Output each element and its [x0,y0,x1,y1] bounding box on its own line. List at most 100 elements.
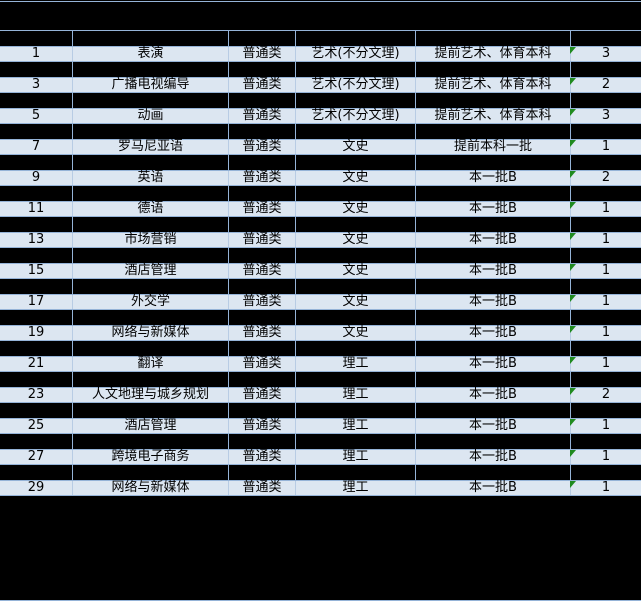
cell-count[interactable]: 1 [601,480,611,495]
merged-header-band[interactable] [0,2,641,31]
cell-index[interactable]: 13 [27,232,45,247]
cell-count[interactable]: 1 [601,232,611,247]
cell-subject[interactable]: 艺术(不分文理) [311,108,400,123]
cell-batch[interactable]: 提前艺术、体育本科 [434,46,552,61]
table-row[interactable]: 1 表演 普通类 艺术(不分文理) 提前艺术、体育本科 3 [0,46,641,62]
cell-batch[interactable]: 提前本科一批 [453,139,532,154]
cell-major[interactable]: 表演 [137,46,164,61]
cell-batch[interactable]: 本一批B [469,325,517,340]
table-row[interactable]: 19 网络与新媒体 普通类 文史 本一批B 1 [0,325,641,341]
cell-batch[interactable]: 本一批B [469,170,517,185]
cell-subject[interactable]: 艺术(不分文理) [311,77,400,92]
cell-count[interactable]: 1 [601,263,611,278]
table-row[interactable]: 27 跨境电子商务 普通类 理工 本一批B 1 [0,449,641,465]
cell-category[interactable]: 普通类 [242,263,282,278]
spacer-row[interactable] [0,31,641,46]
cell-batch[interactable]: 本一批B [469,263,517,278]
table-row[interactable]: 29 网络与新媒体 普通类 理工 本一批B 1 [0,480,641,496]
cell-subject[interactable]: 文史 [342,325,369,340]
table-row[interactable]: 23 人文地理与城乡规划 普通类 理工 本一批B 2 [0,387,641,403]
cell-index[interactable]: 5 [31,108,41,123]
cell-major[interactable]: 动画 [137,108,164,123]
spacer-row[interactable] [0,372,641,387]
cell-index[interactable]: 11 [27,201,45,216]
cell-major[interactable]: 广播电视编导 [111,77,190,92]
cell-batch[interactable]: 本一批B [469,232,517,247]
cell-index[interactable]: 3 [31,77,41,92]
cell-batch[interactable]: 提前艺术、体育本科 [434,108,552,123]
table-row[interactable]: 11 德语 普通类 文史 本一批B 1 [0,201,641,217]
cell-subject[interactable]: 文史 [342,263,369,278]
cell-batch[interactable]: 本一批B [469,480,517,495]
cell-subject[interactable]: 文史 [342,294,369,309]
cell-subject[interactable]: 理工 [342,449,369,464]
cell-category[interactable]: 普通类 [242,46,282,61]
cell-count[interactable]: 2 [601,77,611,92]
cell-index[interactable]: 23 [27,387,45,402]
spacer-row[interactable] [0,62,641,77]
spacer-row[interactable] [0,434,641,449]
cell-category[interactable]: 普通类 [242,77,282,92]
cell-category[interactable]: 普通类 [242,139,282,154]
cell-index[interactable]: 17 [27,294,45,309]
cell-major[interactable]: 罗马尼亚语 [117,139,183,154]
cell-count[interactable]: 3 [601,46,611,61]
cell-count[interactable]: 1 [601,356,611,371]
table-row[interactable]: 3 广播电视编导 普通类 艺术(不分文理) 提前艺术、体育本科 2 [0,77,641,93]
cell-subject[interactable]: 文史 [342,170,369,185]
cell-major[interactable]: 德语 [137,201,164,216]
cell-category[interactable]: 普通类 [242,480,282,495]
spacer-row[interactable] [0,248,641,263]
table-row[interactable]: 13 市场营销 普通类 文史 本一批B 1 [0,232,641,248]
cell-index[interactable]: 19 [27,325,45,340]
table-row[interactable]: 21 翻译 普通类 理工 本一批B 1 [0,356,641,372]
cell-count[interactable]: 1 [601,294,611,309]
cell-category[interactable]: 普通类 [242,294,282,309]
cell-index[interactable]: 29 [27,480,45,495]
cell-subject[interactable]: 文史 [342,232,369,247]
cell-subject[interactable]: 理工 [342,480,369,495]
cell-category[interactable]: 普通类 [242,232,282,247]
cell-batch[interactable]: 本一批B [469,294,517,309]
spacer-row[interactable] [0,341,641,356]
cell-major[interactable]: 酒店管理 [124,418,177,433]
cell-major[interactable]: 跨境电子商务 [111,449,190,464]
cell-batch[interactable]: 提前艺术、体育本科 [434,77,552,92]
cell-count[interactable]: 1 [601,139,611,154]
cell-major[interactable]: 翻译 [137,356,164,371]
cell-major[interactable]: 网络与新媒体 [111,325,190,340]
cell-batch[interactable]: 本一批B [469,356,517,371]
cell-batch[interactable]: 本一批B [469,418,517,433]
cell-subject[interactable]: 文史 [342,139,369,154]
table-row[interactable]: 17 外交学 普通类 文史 本一批B 1 [0,294,641,310]
table-row[interactable]: 9 英语 普通类 文史 本一批B 2 [0,170,641,186]
cell-count[interactable]: 1 [601,325,611,340]
cell-category[interactable]: 普通类 [242,325,282,340]
cell-major[interactable]: 人文地理与城乡规划 [91,387,209,402]
cell-category[interactable]: 普通类 [242,201,282,216]
cell-index[interactable]: 27 [27,449,45,464]
table-row[interactable]: 7 罗马尼亚语 普通类 文史 提前本科一批 1 [0,139,641,155]
cell-category[interactable]: 普通类 [242,449,282,464]
spacer-row[interactable] [0,93,641,108]
cell-count[interactable]: 2 [601,387,611,402]
cell-count[interactable]: 3 [601,108,611,123]
cell-category[interactable]: 普通类 [242,387,282,402]
cell-subject[interactable]: 理工 [342,387,369,402]
cell-major[interactable]: 市场营销 [124,232,177,247]
table-row[interactable]: 25 酒店管理 普通类 理工 本一批B 1 [0,418,641,434]
cell-category[interactable]: 普通类 [242,108,282,123]
spacer-row[interactable] [0,465,641,480]
cell-index[interactable]: 7 [31,139,41,154]
cell-count[interactable]: 1 [601,449,611,464]
cell-category[interactable]: 普通类 [242,170,282,185]
cell-subject[interactable]: 艺术(不分文理) [311,46,400,61]
cell-batch[interactable]: 本一批B [469,201,517,216]
cell-index[interactable]: 25 [27,418,45,433]
table-row[interactable]: 15 酒店管理 普通类 文史 本一批B 1 [0,263,641,279]
spacer-row[interactable] [0,155,641,170]
spacer-row[interactable] [0,403,641,418]
cell-major[interactable]: 网络与新媒体 [111,480,190,495]
cell-index[interactable]: 1 [31,46,41,61]
cell-index[interactable]: 15 [27,263,45,278]
